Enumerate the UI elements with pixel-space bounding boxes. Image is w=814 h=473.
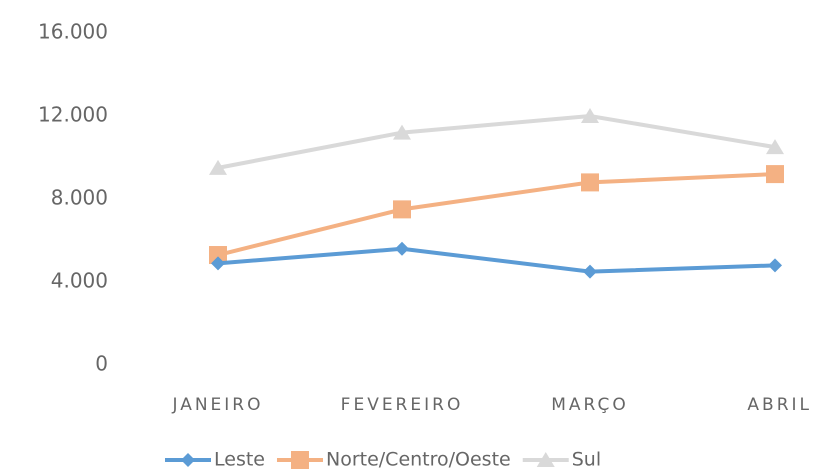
marker xyxy=(536,452,555,467)
y-tick-label: 8.000 xyxy=(51,186,108,210)
y-tick-label: 0 xyxy=(95,352,108,376)
marker xyxy=(581,108,599,123)
marker xyxy=(181,453,195,467)
marker xyxy=(583,264,597,279)
x-tick-label: JANEIRO xyxy=(171,395,263,415)
series-line xyxy=(217,113,776,170)
x-tick-label: ABRIL xyxy=(747,395,812,415)
legend-label: Norte/Centro/Oeste xyxy=(326,449,511,471)
series-line xyxy=(217,246,776,274)
y-tick-label: 4.000 xyxy=(51,269,108,293)
marker xyxy=(395,241,409,256)
marker xyxy=(393,124,411,140)
marker xyxy=(768,258,782,273)
marker xyxy=(766,165,784,184)
legend-label: Leste xyxy=(214,449,265,471)
y-tick-label: 16.000 xyxy=(38,20,108,44)
marker xyxy=(209,246,227,265)
marker xyxy=(211,256,225,271)
legend-label: Sul xyxy=(572,449,601,471)
marker xyxy=(393,200,411,219)
marker xyxy=(209,159,227,175)
y-tick-label: 12.000 xyxy=(38,103,108,127)
marker xyxy=(290,451,309,469)
x-tick-label: MARÇO xyxy=(551,395,629,415)
x-tick-label: FEVEREIRO xyxy=(341,395,464,415)
marker xyxy=(581,173,599,192)
marker xyxy=(766,139,784,155)
series-line xyxy=(217,172,776,257)
